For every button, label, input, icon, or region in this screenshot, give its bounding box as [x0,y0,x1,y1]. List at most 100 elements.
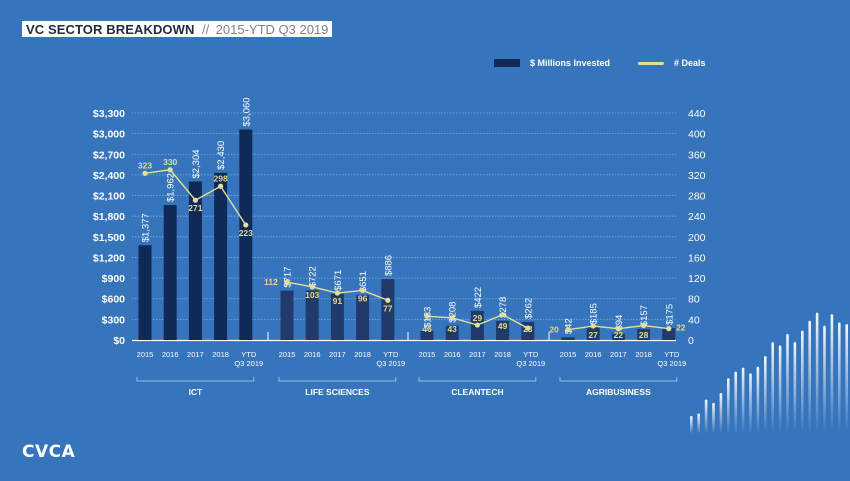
bar-value-label: $262 [523,298,534,319]
x-tick-label: 2015 [560,350,577,359]
y2-tick-label: 200 [688,232,706,244]
decorative-bar [771,342,774,434]
bar-value-label: $3,060 [241,97,252,126]
x-tick-label: 2016 [444,350,461,359]
decorative-bar [845,324,848,434]
bar-value-label: $175 [664,304,675,325]
x-tick-label: 2017 [329,350,346,359]
deals-point [525,325,531,331]
deals-value-label: 23 [523,324,533,334]
cvca-logo: CVCA [22,442,76,462]
deals-value-label: 223 [239,228,253,238]
y-tick-label: $3,000 [93,129,125,141]
deals-value-label: 46 [422,324,432,334]
deals-value-label: 28 [639,330,649,340]
deals-point [309,284,315,290]
bar-value-label: $2,304 [191,149,202,178]
bar-value-label: $2,430 [216,141,227,170]
x-tick-label: YTD [241,350,257,359]
y-tick-label: $1,200 [93,252,125,264]
decorative-bar [704,399,708,434]
deals-point [474,322,480,328]
x-tick-label: 2015 [279,350,296,359]
title-subtitle: 2015-YTD Q3 2019 [215,22,329,37]
group-bracket [278,377,397,382]
y-tick-label: $3,300 [93,108,125,120]
y2-tick-label: 280 [688,191,706,203]
bar-invested [214,172,228,340]
decorative-bar [778,345,782,434]
bar-invested [381,279,395,340]
deals-point [666,326,672,332]
x-tick-label: 2018 [635,350,652,359]
x-tick-label: 2017 [187,350,204,359]
deals-value-label: 29 [473,313,483,323]
chart-title: VC SECTOR BREAKDOWN // 2015-YTD Q3 2019 [22,21,333,37]
deals-point [167,167,173,173]
y-tick-label: $600 [102,294,126,306]
x-tick-label: 2018 [212,350,229,359]
decorative-bar [697,413,700,434]
deals-point [192,197,198,203]
decorative-bar [808,320,811,434]
group-bracket [418,377,537,382]
bar-invested [496,320,510,340]
decorative-bar [756,366,760,434]
deals-point [243,222,249,228]
deals-point [641,322,647,329]
x-tick-label: YTD [383,350,399,359]
bar-value-label: $886 [383,255,394,276]
deals-value-label: 27 [588,330,598,340]
x-tick-label: 2016 [304,350,321,359]
deals-value-label: 77 [383,303,393,313]
y-tick-label: $0 [113,335,125,347]
decorative-bar [823,325,826,434]
x-tick-label: 2017 [469,350,486,359]
bar-value-label: $671 [333,270,344,291]
deals-value-label: 43 [447,324,457,334]
deals-value-label: 49 [498,321,508,331]
deals-point [590,323,596,329]
y-tick-label: $2,100 [93,191,125,203]
bar-value-label: $717 [283,267,294,288]
legend-line-label: # Deals [674,58,706,68]
decorative-bar [712,402,715,434]
x-tick-label: 2017 [610,350,627,359]
group-bracket [559,377,678,382]
deals-point [565,327,571,333]
bar-value-label: $208 [448,302,459,323]
x-tick-label: Q3 2019 [376,359,405,368]
x-tick-label: Q3 2019 [234,359,263,368]
deals-point [424,313,430,319]
deals-value-label: 22 [614,330,624,340]
group-label: AGRIBUSINESS [586,387,651,397]
bar-value-label: $157 [639,305,650,326]
deals-point [385,297,391,303]
deals-value-label: 298 [214,173,228,183]
x-tick-label: 2018 [354,350,371,359]
y-tick-label: $300 [102,314,126,326]
deals-point [218,183,224,189]
bar-invested [611,333,625,340]
x-tick-label: 2018 [494,350,511,359]
bar-value-label: $278 [498,297,509,318]
legend-line-swatch [638,61,665,65]
group-label: CLEANTECH [451,387,503,397]
decorative-bar [749,373,752,434]
y2-tick-label: 160 [688,252,706,264]
bar-invested [239,129,253,340]
bar-invested [280,290,294,340]
y-tick-label: $900 [102,273,126,285]
deals-point [334,290,340,296]
bar-value-label: $185 [589,303,600,324]
x-tick-label: 2015 [137,350,154,359]
bar-invested [561,337,575,340]
decorative-bar [793,342,797,434]
bar-invested [586,327,600,340]
bar-invested [138,245,152,340]
title-separator: // [201,22,210,37]
y-tick-label: $1,800 [93,211,125,223]
x-tick-label: 2016 [585,350,602,359]
x-tick-label: Q3 2019 [516,359,545,368]
